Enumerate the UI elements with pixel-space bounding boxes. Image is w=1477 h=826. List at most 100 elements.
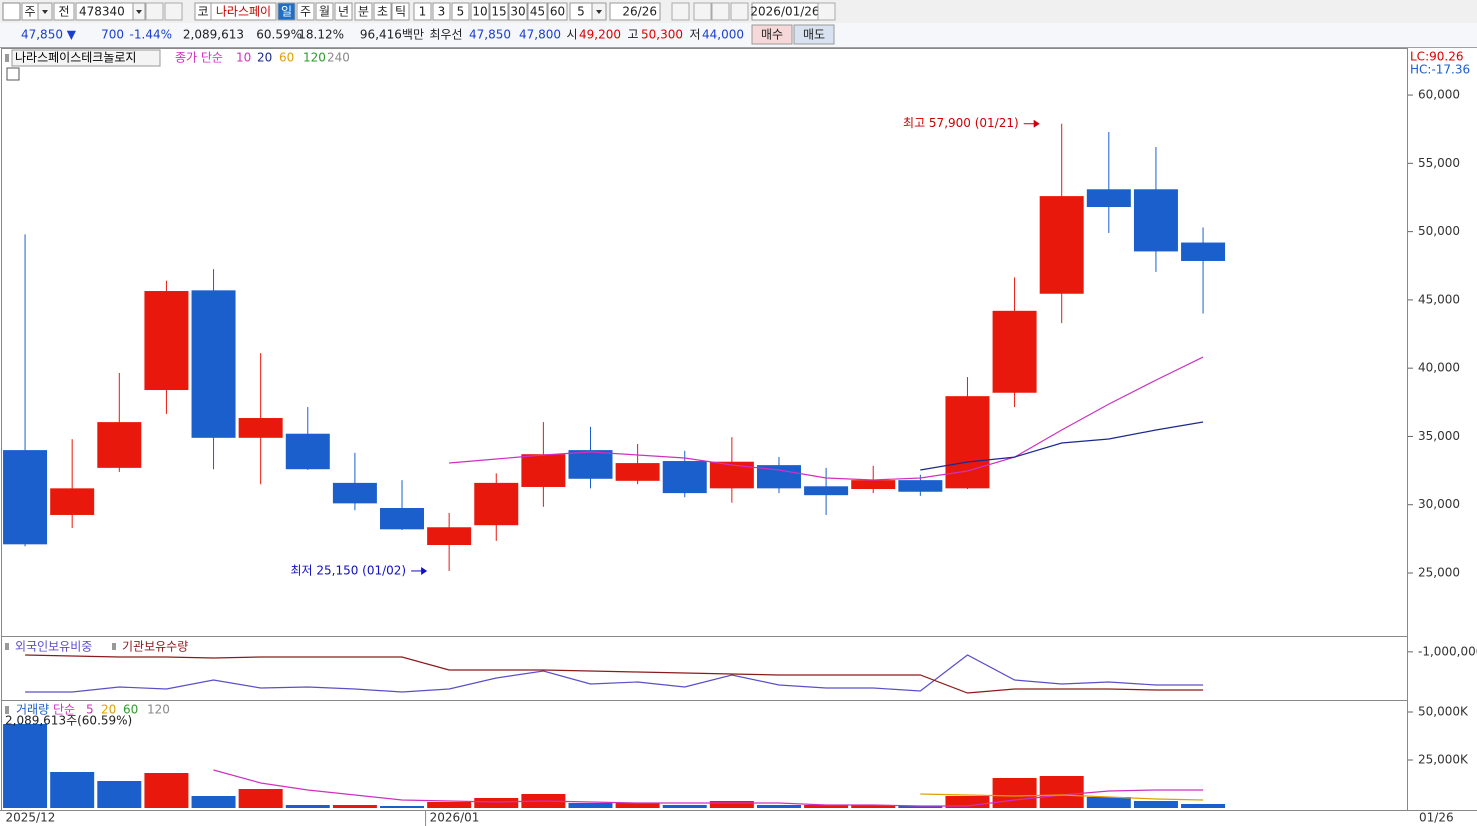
hc-label: HC:-17.36	[1410, 63, 1470, 77]
legend-label: 종가 단순	[175, 51, 223, 65]
grid-icon[interactable]	[6, 67, 20, 81]
volume-bar	[238, 788, 283, 808]
y-tick-label: -1,000,000	[1418, 644, 1477, 658]
quote-value: 47,850 ▼	[21, 28, 77, 42]
volume-bar	[1181, 803, 1226, 808]
annotation-arrowhead	[421, 566, 428, 575]
toolbar-label: 일	[281, 5, 292, 19]
toolbar-label: 코	[197, 5, 208, 19]
candle-body	[521, 454, 566, 487]
legend-label: 외국인보유비중	[15, 640, 92, 654]
quote-value: 44,000	[702, 28, 744, 42]
toolbar-label: 10	[472, 5, 487, 19]
volume-bar	[945, 796, 990, 808]
legend-label: 120	[303, 51, 326, 65]
panel-marker	[5, 54, 9, 62]
candle-body	[238, 418, 283, 438]
toolbar-button[interactable]	[277, 2, 296, 21]
toolbar-button[interactable]	[508, 2, 528, 21]
toolbar-button[interactable]	[53, 2, 75, 21]
ma-line	[25, 654, 1204, 693]
volume-bar	[144, 773, 189, 808]
toolbar-button[interactable]	[391, 2, 410, 21]
quote-value: 47,850	[469, 28, 511, 42]
toolbar-label: 30	[510, 5, 525, 19]
toolbar-button[interactable]	[413, 2, 432, 21]
toolbar-button[interactable]	[315, 2, 334, 21]
toolbar-button[interactable]	[296, 2, 315, 21]
quote-value: 96,416백만	[360, 28, 424, 42]
toolbar-button[interactable]	[334, 2, 353, 21]
toolbar-button[interactable]	[354, 2, 373, 21]
toolbar-button[interactable]	[527, 2, 548, 21]
volume-bar	[97, 781, 142, 808]
toolbar-label: 5	[577, 5, 585, 19]
volume-bar	[1039, 775, 1084, 808]
icon-button[interactable]	[671, 2, 690, 21]
y-tick-label: 25,000	[1418, 566, 1460, 580]
icon-button[interactable]	[817, 2, 836, 21]
candle-body	[568, 450, 613, 479]
candle-body	[1086, 189, 1131, 208]
quote-value: 60.59%	[256, 28, 302, 42]
quote-value: -1.44%	[130, 28, 172, 42]
y-tick-label: 50,000	[1418, 224, 1460, 238]
toolbar-label: 5	[457, 5, 465, 19]
ma-line	[213, 769, 1204, 807]
toolbar-button[interactable]	[470, 2, 490, 21]
legend-swatch	[5, 643, 9, 650]
y-tick-label: 30,000	[1418, 497, 1460, 511]
icon-button[interactable]	[730, 2, 749, 21]
y-tick-label: 60,000	[1418, 88, 1460, 102]
quote-value: 고	[627, 28, 638, 42]
toolbar-label: 1	[419, 5, 427, 19]
x-tick-label: 2025/12	[6, 811, 56, 825]
icon-button[interactable]	[711, 2, 730, 21]
icon-button[interactable]	[693, 2, 712, 21]
volume-bar	[332, 805, 377, 808]
legend-label: 10	[236, 51, 251, 65]
x-tick-label: 2026/01	[430, 811, 480, 825]
toolbar-button[interactable]	[432, 2, 451, 21]
volume-bar	[756, 805, 801, 808]
legend-label: 20	[257, 51, 272, 65]
candle-body	[285, 433, 330, 470]
x-tick-label: 01/26	[1419, 811, 1454, 825]
candle-body	[709, 461, 754, 489]
volume-label: 2,089,613주(60.59%)	[5, 714, 132, 728]
volume-bar	[50, 772, 95, 808]
volume-bar	[427, 801, 472, 808]
volume-bar	[992, 777, 1037, 808]
dropdown-arrow	[596, 10, 602, 14]
toolbar-button[interactable]	[609, 2, 661, 21]
toolbar-button[interactable]	[547, 2, 568, 21]
panel-marker	[5, 706, 9, 714]
icon-button[interactable]	[164, 2, 183, 21]
candle-body	[191, 290, 236, 438]
toolbar-button[interactable]	[373, 2, 392, 21]
candle-body	[756, 465, 801, 489]
legend-label: 단순	[53, 703, 75, 717]
annotation: 최저 25,150 (01/02)	[290, 563, 406, 577]
candle-body	[804, 486, 849, 496]
order-button[interactable]	[751, 24, 793, 45]
quote-value: 저	[689, 28, 700, 42]
candle-body	[332, 482, 377, 504]
candle-body	[1039, 196, 1084, 294]
legend-label: 20	[101, 703, 116, 717]
y-tick-label: 50,000K	[1418, 705, 1469, 719]
toolbar-button[interactable]	[210, 2, 277, 21]
quote-value: 시	[566, 28, 577, 42]
toolbar-button[interactable]	[489, 2, 509, 21]
legend-label: 5	[86, 703, 94, 717]
menu-icon[interactable]	[2, 2, 21, 21]
volume-bar	[804, 805, 849, 808]
volume-bar	[1133, 800, 1178, 808]
toolbar-label: 틱	[395, 5, 406, 19]
symbol-box[interactable]	[11, 49, 161, 67]
toolbar-button[interactable]	[451, 2, 470, 21]
order-button[interactable]	[793, 24, 835, 45]
quote-value: 700	[101, 28, 124, 42]
icon-button[interactable]	[145, 2, 164, 21]
